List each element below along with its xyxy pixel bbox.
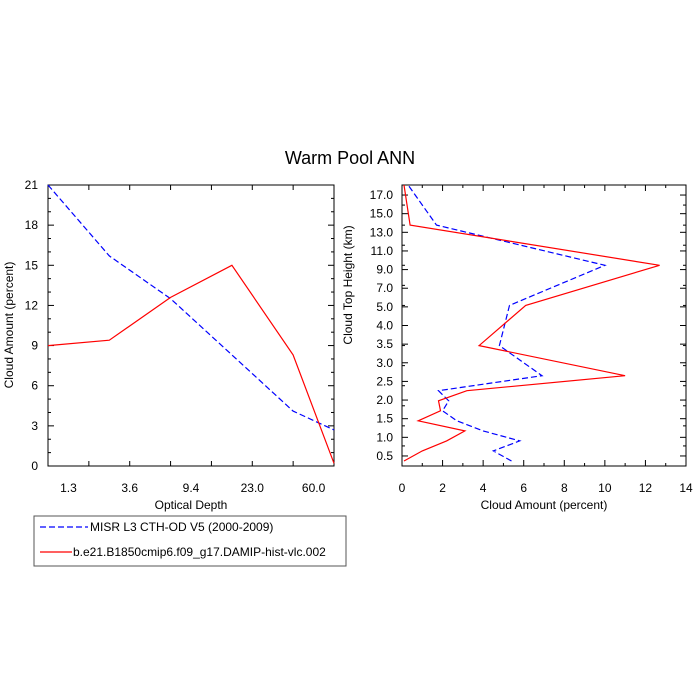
right-y-tick-label: 3.0 [376, 356, 393, 370]
right-y-tick-label: 11.0 [371, 244, 394, 258]
legend-label-misr: MISR L3 CTH-OD V5 (2000-2009) [90, 520, 273, 534]
right-y-tick-label: 0.5 [376, 449, 393, 463]
right-y-axis-label: Cloud Top Height (km) [341, 225, 355, 344]
left-y-tick-label: 15 [25, 258, 39, 272]
legend-label-model: b.e21.B1850cmip6.f09_g17.DAMIP-hist-vlc.… [73, 545, 326, 559]
left-x-tick-label: 9.4 [183, 481, 200, 495]
right-x-tick-label: 14 [679, 481, 693, 495]
right-x-tick-label: 2 [439, 481, 446, 495]
left-x-tick-label: 1.3 [60, 481, 77, 495]
left-series-misr-line [47, 184, 335, 431]
right-y-tick-label: 2.0 [376, 393, 393, 407]
right-y-tick-label: 5.0 [376, 300, 393, 314]
left-y-tick-label: 18 [25, 218, 39, 232]
figure-title: Warm Pool ANN [285, 148, 415, 168]
left-series-model-line [47, 264, 335, 464]
left-y-tick-label: 3 [31, 419, 38, 433]
right-y-tick-label: 1.0 [376, 430, 393, 444]
right-series-lines [403, 184, 660, 462]
cloud-top-height-chart: 0 2 4 6 8 10 12 14 0.5 1.0 1.5 2.0 2.5 3.0 3.5 4.0 5.0 7.… [341, 184, 693, 512]
left-ticks: 0 3 6 9 12 15 18 21 1.3 3.6 9.4 23.0 60.0 [25, 178, 335, 495]
left-x-tick-label: 23.0 [241, 481, 265, 495]
right-y-tick-label: 13.0 [370, 225, 394, 239]
right-y-tick-label: 1.5 [376, 412, 393, 426]
right-x-tick-label: 4 [480, 481, 487, 495]
left-y-axis-label: Cloud Amount (percent) [2, 262, 16, 389]
left-series-lines [47, 184, 335, 464]
right-x-tick-label: 10 [598, 481, 612, 495]
left-y-tick-label: 9 [31, 339, 38, 353]
left-y-tick-label: 21 [25, 178, 39, 192]
right-y-tick-label: 17.0 [370, 188, 394, 202]
left-y-tick-label: 6 [31, 379, 38, 393]
right-x-tick-label: 6 [520, 481, 527, 495]
right-x-tick-label: 12 [639, 481, 653, 495]
right-x-axis-label: Cloud Amount (percent) [481, 498, 608, 512]
left-plot-frame [47, 184, 335, 467]
right-ticks: 0 2 4 6 8 10 12 14 0.5 1.0 1.5 2.0 2.5 3.0 3.5 4.0 5.0 7.… [370, 184, 693, 495]
right-x-tick-label: 0 [399, 481, 406, 495]
optical-depth-chart: 0 3 6 9 12 15 18 21 1.3 3.6 9.4 23.0 60.0 Optical De… [2, 178, 335, 512]
right-y-tick-label: 15.0 [370, 207, 394, 221]
right-y-tick-label: 2.5 [376, 374, 393, 388]
right-series-misr-line [407, 184, 607, 462]
legend-box [33, 515, 347, 567]
legend: MISR L3 CTH-OD V5 (2000-2009) b.e21.B185… [33, 515, 347, 567]
left-x-axis-label: Optical Depth [155, 498, 228, 512]
left-x-tick-label: 3.6 [121, 481, 138, 495]
right-y-tick-label: 4.0 [376, 319, 393, 333]
right-y-tick-label: 9.0 [376, 263, 393, 277]
left-y-tick-label: 0 [31, 459, 38, 473]
left-y-tick-label: 12 [25, 298, 39, 312]
right-y-tick-label: 7.0 [376, 281, 393, 295]
right-y-tick-label: 3.5 [376, 337, 393, 351]
left-x-tick-label: 60.0 [302, 481, 326, 495]
right-series-model-line [403, 184, 660, 462]
right-x-tick-label: 8 [561, 481, 568, 495]
